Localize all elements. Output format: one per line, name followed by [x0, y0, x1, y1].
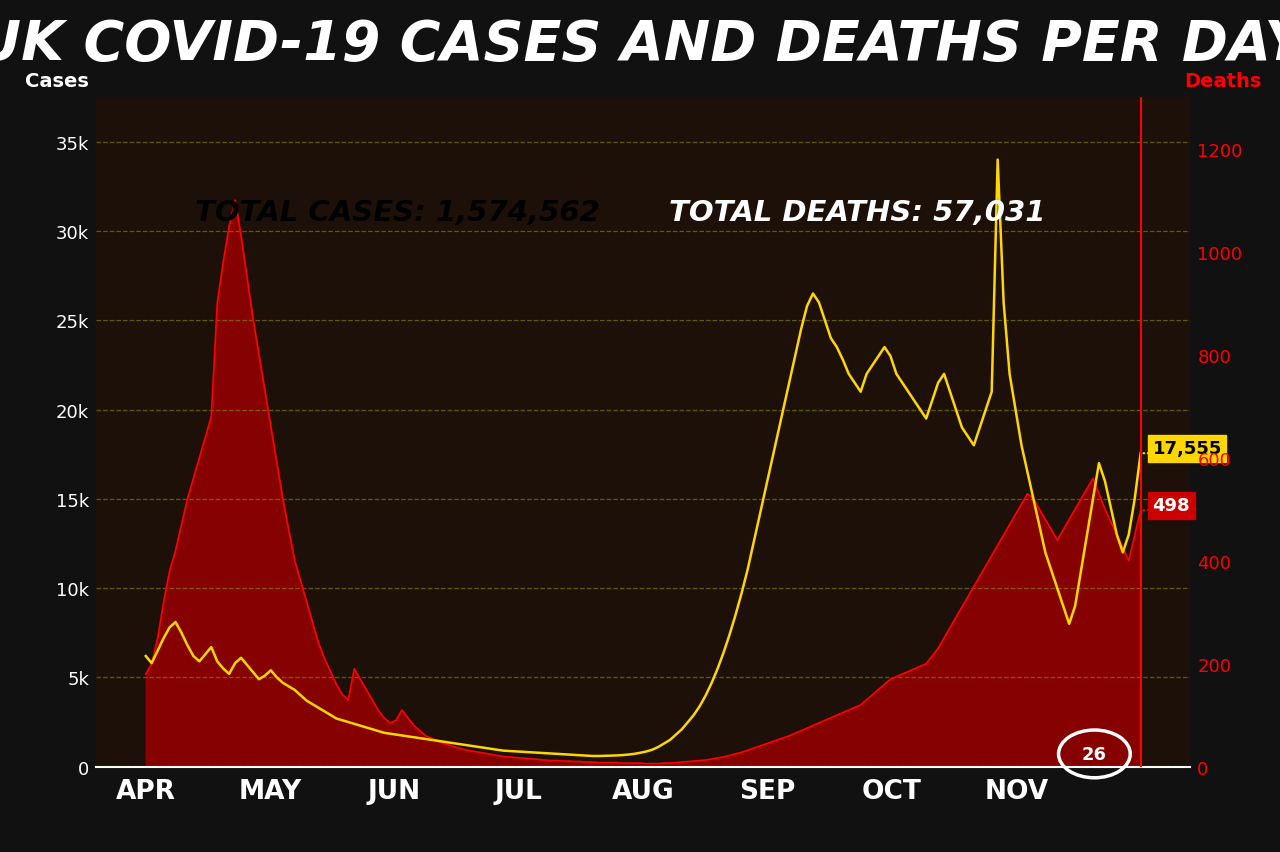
Text: 17,555: 17,555: [1152, 440, 1222, 458]
Text: 26: 26: [1082, 745, 1107, 763]
Text: TOTAL DEATHS: 57,031: TOTAL DEATHS: 57,031: [669, 199, 1046, 227]
Text: UK COVID-19 CASES AND DEATHS PER DAY: UK COVID-19 CASES AND DEATHS PER DAY: [0, 18, 1280, 72]
Text: Cases: Cases: [24, 72, 88, 91]
Text: 498: 498: [1152, 497, 1190, 515]
Text: Deaths: Deaths: [1184, 72, 1262, 91]
Text: TOTAL CASES: 1,574,562: TOTAL CASES: 1,574,562: [195, 199, 600, 227]
